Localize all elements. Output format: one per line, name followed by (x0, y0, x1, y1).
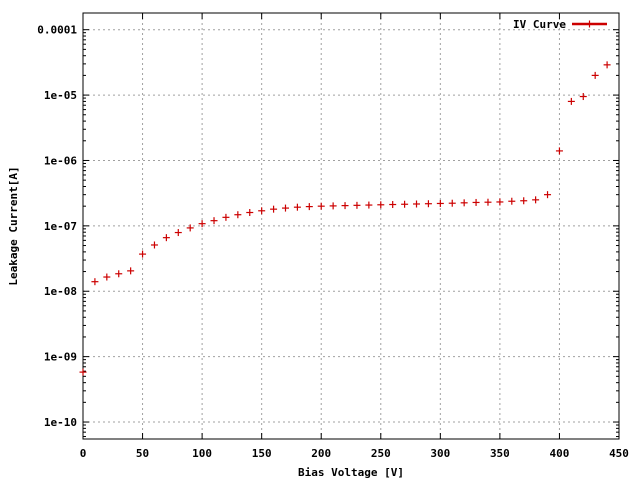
x-tick-label: 100 (192, 447, 212, 460)
data-point (544, 191, 552, 199)
x-tick-label: 350 (490, 447, 510, 460)
data-point (79, 368, 87, 376)
data-point (520, 197, 528, 205)
data-point (424, 200, 432, 208)
data-point (103, 273, 111, 281)
data-point (579, 93, 587, 101)
legend-marker (586, 20, 593, 28)
data-point (341, 202, 349, 210)
data-point (246, 209, 254, 217)
data-point (460, 199, 468, 207)
data-point (401, 200, 409, 208)
series-iv-curve (79, 61, 611, 376)
legend: IV Curve (513, 18, 607, 31)
data-point (377, 201, 385, 209)
legend-label: IV Curve (513, 18, 566, 31)
data-point (305, 203, 313, 211)
x-tick-label: 0 (80, 447, 87, 460)
data-point (603, 61, 611, 69)
y-tick-label: 1e-10 (44, 416, 77, 429)
y-axis-title: Leakage Current[A] (7, 166, 20, 285)
data-point (389, 201, 397, 209)
y-tick-label: 1e-07 (44, 220, 77, 233)
x-tick-label: 250 (371, 447, 391, 460)
data-point (127, 267, 135, 275)
data-point (567, 97, 575, 105)
legend-marker-sample (586, 20, 593, 28)
grid-lines (83, 13, 619, 439)
data-point (353, 201, 361, 209)
x-tick-label: 400 (550, 447, 570, 460)
y-tick-label: 0.0001 (37, 24, 77, 37)
x-axis-title: Bias Voltage [V] (298, 466, 404, 479)
data-point (532, 196, 540, 204)
data-point (448, 199, 456, 207)
x-tick-label: 300 (430, 447, 450, 460)
data-point (270, 205, 278, 213)
data-point (436, 199, 444, 207)
data-point (281, 204, 289, 212)
data-point (365, 201, 373, 209)
axis-ticks (82, 13, 620, 439)
data-point (496, 198, 504, 206)
data-point (591, 71, 599, 79)
data-point (413, 200, 421, 208)
data-point (472, 198, 480, 206)
data-point (186, 224, 194, 232)
data-point (329, 202, 337, 210)
data-point (317, 202, 325, 210)
y-tick-label: 1e-09 (44, 351, 77, 364)
data-point (91, 278, 99, 286)
data-point (210, 217, 218, 225)
x-tick-label: 450 (609, 447, 629, 460)
data-point (508, 197, 516, 205)
data-point (162, 234, 170, 242)
data-point (150, 241, 158, 249)
tick-labels: 0 50 100 150 200 250 300 350 400 450 1e-10 1e-09 1e-… (37, 24, 629, 460)
data-point (234, 211, 242, 219)
y-tick-label: 1e-06 (44, 154, 77, 167)
data-point (258, 207, 266, 215)
data-point (555, 147, 563, 155)
data-point (293, 203, 301, 211)
data-point (484, 198, 492, 206)
x-tick-label: 150 (252, 447, 272, 460)
data-point (174, 229, 182, 237)
data-point (115, 270, 123, 278)
data-point (198, 220, 206, 228)
x-tick-label: 50 (136, 447, 149, 460)
y-tick-label: 1e-05 (44, 89, 77, 102)
data-point (139, 250, 147, 258)
x-tick-label: 200 (311, 447, 331, 460)
data-point (222, 213, 230, 221)
y-tick-label: 1e-08 (44, 285, 77, 298)
